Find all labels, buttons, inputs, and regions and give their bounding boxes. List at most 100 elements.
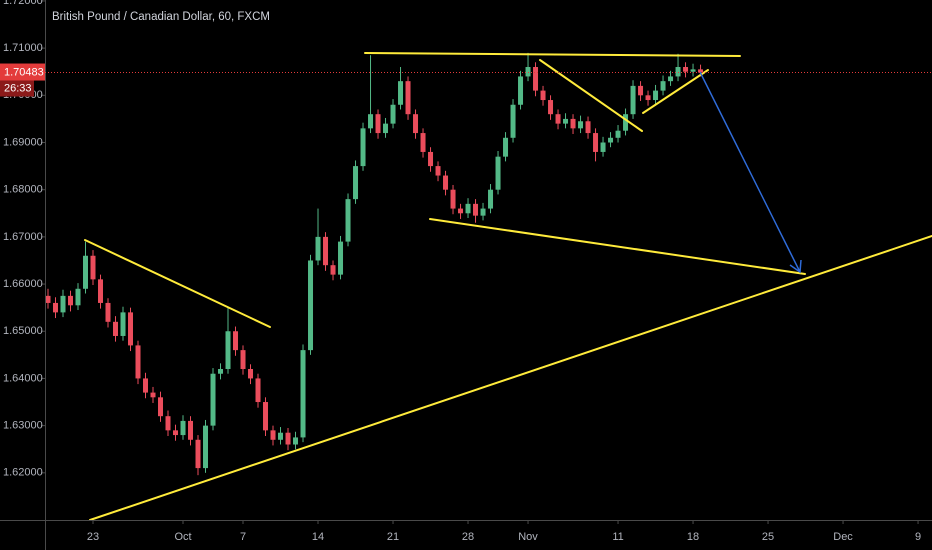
candle-body xyxy=(638,85,644,96)
candle-body xyxy=(68,295,74,306)
time-axis xyxy=(0,520,932,550)
last-price-label: 1.70483 xyxy=(4,66,44,78)
candle-body xyxy=(368,114,374,129)
candle-body xyxy=(495,156,501,190)
candle-body xyxy=(135,345,141,379)
candle-body xyxy=(338,241,344,275)
arrow-head xyxy=(789,259,802,274)
candle-body xyxy=(375,114,381,134)
trend-line xyxy=(642,69,709,114)
candle-body xyxy=(120,312,126,336)
candle-body xyxy=(300,350,306,438)
candle-body xyxy=(255,378,261,403)
candle-body xyxy=(278,432,284,440)
candle-body xyxy=(473,203,479,216)
candle-body xyxy=(413,114,419,134)
candle-body xyxy=(525,67,531,77)
candle-body xyxy=(128,312,134,346)
candle-body xyxy=(540,90,546,101)
candle-body xyxy=(150,392,156,398)
drawings xyxy=(84,52,932,521)
trend-line xyxy=(429,218,806,275)
x-tick-label: 14 xyxy=(312,531,324,543)
candle-body xyxy=(308,260,314,351)
candle-body xyxy=(615,130,621,138)
candle-body xyxy=(195,439,201,469)
candles xyxy=(45,52,704,476)
x-tick-label: 11 xyxy=(612,531,623,543)
candle-body xyxy=(428,151,434,167)
y-tick-label: 1.69000 xyxy=(3,136,43,148)
candle-body xyxy=(675,67,681,77)
candle-body xyxy=(90,255,96,280)
candle-body xyxy=(383,123,389,134)
y-tick-label: 1.67000 xyxy=(3,231,43,243)
candle-body xyxy=(53,302,59,313)
candle-body xyxy=(653,90,659,101)
candle-body xyxy=(240,350,246,370)
candle-body xyxy=(660,81,666,91)
trend-line xyxy=(539,59,643,132)
candle-body xyxy=(285,432,291,445)
candle-body xyxy=(435,166,441,176)
candle-body xyxy=(578,121,584,129)
candle-body xyxy=(480,208,486,216)
x-tick-label: Oct xyxy=(174,531,191,543)
candle-body xyxy=(98,279,104,303)
candle-body xyxy=(218,369,224,374)
candle-body xyxy=(158,397,164,417)
last-price-box xyxy=(0,63,45,81)
candle-body xyxy=(233,331,239,351)
candle-body xyxy=(353,166,359,200)
candle-body xyxy=(420,133,426,152)
candle-body xyxy=(75,288,81,306)
candle-body xyxy=(458,208,464,214)
candle-body xyxy=(518,76,524,105)
candle-body xyxy=(533,67,539,91)
candle-body xyxy=(690,69,696,72)
candle-body xyxy=(405,81,411,115)
candle-body xyxy=(323,236,329,266)
y-tick-label: 1.71000 xyxy=(3,42,43,54)
candle-body xyxy=(203,425,209,469)
countdown-label: 26:33 xyxy=(4,82,32,94)
trend-line xyxy=(89,235,932,521)
trend-line xyxy=(84,239,271,328)
y-tick-label: 1.65000 xyxy=(3,325,43,337)
candle-body xyxy=(683,67,689,72)
candle-body xyxy=(450,189,456,209)
candle-body xyxy=(225,331,231,370)
candle-body xyxy=(315,236,321,261)
y-tick-label: 1.72000 xyxy=(3,0,43,7)
y-tick-label: 1.68000 xyxy=(3,184,43,196)
candle-body xyxy=(345,199,351,242)
candle-body xyxy=(330,265,336,275)
x-tick-label: 21 xyxy=(387,531,399,543)
candle-body xyxy=(593,133,599,152)
x-tick-label: 9 xyxy=(915,531,921,543)
x-tick-label: Dec xyxy=(833,531,853,543)
axes: 1.62000 1.63000 1.64000 1.65000 1.66000 1.670… xyxy=(3,0,921,543)
candle-body xyxy=(668,76,674,82)
candle-body xyxy=(623,114,629,131)
x-tick-label: 23 xyxy=(87,531,99,543)
x-tick-label: 25 xyxy=(762,531,774,543)
candle-body xyxy=(188,420,194,440)
x-tick-label: 7 xyxy=(240,531,246,543)
candle-body xyxy=(360,128,366,167)
y-tick-label: 1.62000 xyxy=(3,467,43,479)
candle-body xyxy=(555,114,561,124)
candle-body xyxy=(180,420,186,436)
candle-body xyxy=(488,189,494,209)
chart-title: British Pound / Canadian Dollar, 60, FXC… xyxy=(52,11,270,23)
candle-body xyxy=(465,203,471,214)
x-tick-label: Nov xyxy=(518,531,538,543)
candle-body xyxy=(698,69,704,73)
trend-line xyxy=(364,52,741,57)
candle-body xyxy=(270,430,276,440)
candle-body xyxy=(585,121,591,134)
candle-body xyxy=(293,437,299,445)
y-tick-label: 1.63000 xyxy=(3,420,43,432)
